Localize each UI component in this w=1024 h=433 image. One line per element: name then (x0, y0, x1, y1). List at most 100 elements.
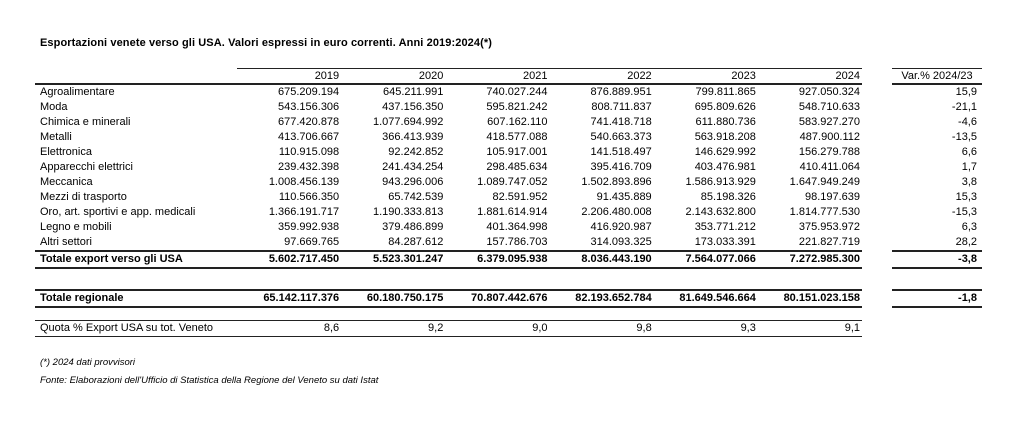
column-gap (862, 85, 892, 100)
value-cell: 379.486.899 (382, 221, 444, 233)
sector-label: Mezzi di trasporto (40, 191, 127, 203)
table-header-row: 2019 2020 2021 2022 2023 2024 Var.% 2024/23 (35, 68, 982, 85)
value-cell: 65.142.117.376 (263, 292, 340, 304)
year-header: 2021 (523, 70, 548, 82)
var-cell: -1,8 (892, 289, 982, 308)
value-cell: 418.577.088 (486, 131, 548, 143)
value-cell: 8,6 (323, 322, 340, 334)
column-gap (862, 115, 892, 130)
row-main: Meccanica 1.008.456.139 943.296.006 1.089.7… (35, 175, 862, 190)
value-cell: 239.432.398 (278, 161, 340, 173)
sector-label: Totale regionale (40, 292, 124, 304)
value-cell: 81.649.546.664 (679, 292, 756, 304)
regional-total-row: Totale regionale 65.142.117.376 60.180.750… (35, 289, 982, 308)
column-gap (862, 235, 892, 250)
value-cell: 927.050.324 (798, 86, 861, 98)
value-cell: 98.197.639 (804, 191, 861, 203)
table-row: Moda 543.156.306 437.156.350 595.821.242 808… (35, 100, 982, 115)
value-cell: 2.143.632.800 (685, 206, 756, 218)
sector-label: Metalli (40, 131, 72, 143)
value-cell: 1.647.949.249 (789, 176, 861, 188)
value-cell: 9,1 (844, 322, 861, 334)
year-header: 2019 (314, 70, 340, 82)
value-cell: 156.279.788 (798, 146, 861, 158)
row-main: Totale regionale 65.142.117.376 60.180.750… (35, 289, 862, 308)
value-cell: 799.811.865 (695, 86, 756, 98)
quota-row: Quota % Export USA su tot. Veneto 8,6 9,2 9… (35, 320, 982, 337)
row-main: Chimica e minerali 677.420.878 1.077.694.9… (35, 115, 862, 130)
value-cell: 9,3 (740, 322, 756, 334)
value-cell: 65.742.539 (388, 191, 444, 203)
value-cell: 241.434.254 (382, 161, 444, 173)
var-cell: 15,3 (955, 191, 977, 203)
value-cell: 1.814.777.530 (789, 206, 861, 218)
table-row: Legno e mobili 359.992.938 379.486.899 401.… (35, 220, 982, 235)
value-cell: 1.089.747.052 (477, 176, 548, 188)
var-cell: -15,3 (951, 206, 977, 218)
table-row: Elettronica 110.915.098 92.242.852 105.917.… (35, 145, 982, 160)
var-cell: -13,5 (951, 131, 977, 143)
value-cell: 60.180.750.175 (366, 292, 444, 304)
header-main: 2019 2020 2021 2022 2023 2024 (35, 68, 862, 85)
value-cell: 437.156.350 (382, 101, 444, 113)
value-cell: 105.917.001 (486, 146, 548, 158)
var-cell: 28,2 (955, 236, 977, 248)
year-header: 2023 (731, 70, 756, 82)
value-cell: 677.420.878 (278, 116, 340, 128)
var-cell: 15,9 (955, 86, 977, 98)
value-cell: 540.663.373 (590, 131, 652, 143)
value-cell: 110.915.098 (278, 146, 340, 158)
value-cell: 8.036.443.190 (581, 253, 652, 265)
export-table: 2019 2020 2021 2022 2023 2024 Var.% 2024/23 Agr… (35, 68, 982, 337)
value-cell: 1.586.913.929 (685, 176, 756, 188)
table-row: Oro, art. sportivi e app. medicali 1.366.… (35, 205, 982, 220)
value-cell: 82.193.652.784 (575, 292, 652, 304)
value-cell: 9,0 (532, 322, 548, 334)
value-cell: 413.706.667 (278, 131, 340, 143)
value-cell: 314.093.325 (590, 236, 652, 248)
value-cell: 110.566.350 (278, 191, 340, 203)
var-cell: 1,7 (961, 161, 977, 173)
year-header: 2024 (835, 70, 861, 82)
sector-label: Legno e mobili (40, 221, 112, 233)
footnotes: (*) 2024 dati provvisori Fonte: Elaboraz… (40, 354, 378, 390)
value-cell: 1.190.333.813 (372, 206, 444, 218)
value-cell: 695.809.626 (694, 101, 756, 113)
sector-label: Oro, art. sportivi e app. medicali (40, 206, 196, 218)
value-cell: 141.518.497 (590, 146, 652, 158)
var-header: Var.% 2024/23 (892, 68, 982, 85)
row-spacer (35, 269, 982, 289)
sector-label: Apparecchi elettrici (40, 161, 133, 173)
var-cell: 6,6 (961, 146, 977, 158)
value-cell: 2.206.480.008 (581, 206, 652, 218)
table-row: Agroalimentare 675.209.194 645.211.991 740.… (35, 85, 982, 100)
value-cell: 1.077.694.992 (372, 116, 444, 128)
value-cell: 173.033.391 (694, 236, 756, 248)
sector-label: Moda (40, 101, 68, 113)
column-gap (862, 175, 892, 190)
value-cell: 583.927.270 (798, 116, 861, 128)
column-gap (862, 205, 892, 220)
footnote-source: Fonte: Elaborazioni dell'Ufficio di Stat… (40, 375, 379, 386)
var-cell: -4,6 (958, 116, 977, 128)
column-gap (862, 220, 892, 235)
value-cell: 410.411.064 (799, 161, 861, 173)
value-cell: 563.918.208 (694, 131, 756, 143)
table-row: Meccanica 1.008.456.139 943.296.006 1.089.7… (35, 175, 982, 190)
value-cell: 7.272.985.300 (789, 253, 861, 265)
value-cell: 97.669.765 (284, 236, 340, 248)
sector-label: Chimica e minerali (40, 116, 131, 128)
column-gap (862, 100, 892, 115)
row-main: Apparecchi elettrici 239.432.398 241.434.2… (35, 160, 862, 175)
row-main: Oro, art. sportivi e app. medicali 1.366.… (35, 205, 862, 220)
value-cell: 5.523.301.247 (372, 253, 444, 265)
sector-label: Agroalimentare (40, 86, 115, 98)
value-cell: 487.900.112 (799, 131, 861, 143)
column-gap (862, 289, 892, 308)
year-headers: 2019 2020 2021 2022 2023 2024 (237, 68, 862, 83)
value-cell: 92.242.852 (388, 146, 444, 158)
value-cell: 943.296.006 (382, 176, 444, 188)
year-header: 2022 (627, 70, 652, 82)
row-main: Legno e mobili 359.992.938 379.486.899 401.… (35, 220, 862, 235)
sector-label: Altri settori (40, 236, 92, 248)
